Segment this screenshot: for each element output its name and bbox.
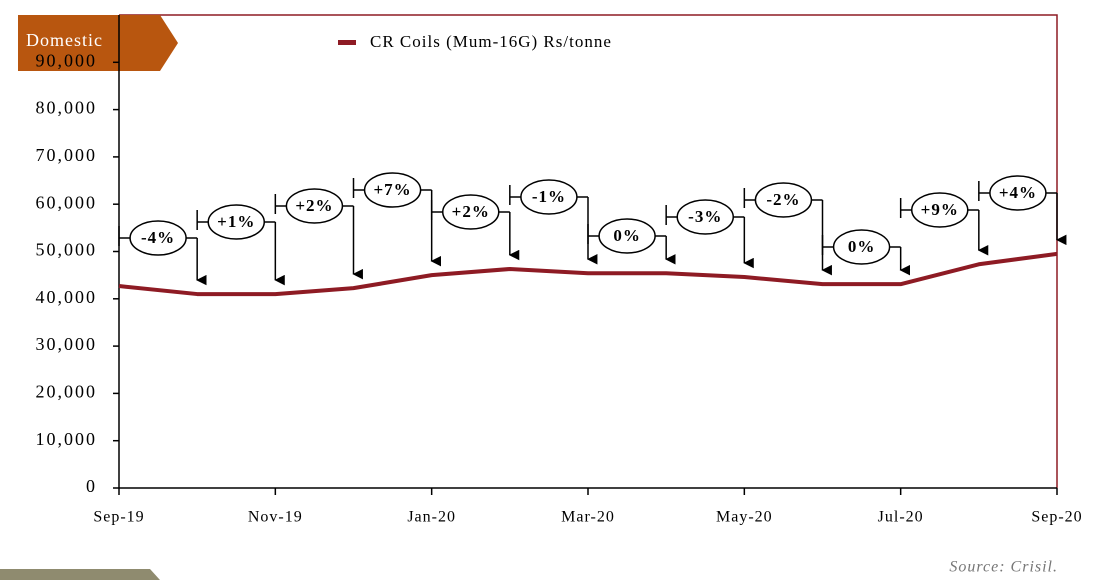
source: Source: Crisil. [949,559,1058,576]
y-tick-label: 80,000 [36,98,98,118]
annotation-bubble [363,172,422,208]
x-tick-label: Nov-19 [248,509,303,526]
y-tick-label: 40,000 [36,287,98,307]
x-tick-label: Jan-20 [407,509,456,526]
annotation: +1% [217,212,255,231]
annotation-bubble [676,199,734,235]
annotation-bubble [598,218,656,254]
plot-frame [119,14,1058,488]
annotation: +9% [921,200,959,219]
y-tick-label: 60,000 [36,192,98,212]
annotation-bubble [442,194,500,230]
tag-box [18,15,178,71]
y-tick-label: 70,000 [36,145,98,165]
y-tick-label: 50,000 [36,240,98,260]
annotation-bubble [989,175,1047,211]
x-tick-label: Mar-20 [561,509,615,526]
annotation-bubble [285,188,344,224]
x-tick-label: May-20 [716,509,773,526]
annotation: -3% [688,207,722,226]
annotation-bubble [911,192,969,228]
annotation-bubble [832,229,891,265]
bottom-tab [0,569,160,580]
legend-swatch [338,40,356,45]
y-tick-label: 10,000 [36,429,98,449]
annotation-bubble [754,182,813,218]
x-tick-label: Sep-19 [93,509,144,526]
annotation: +2% [295,196,333,215]
tag-label: Domestic [26,30,103,50]
annotation: 0% [848,237,876,256]
y-tick-label: 30,000 [36,334,98,354]
annotation-bubble [520,179,578,215]
x-tick-label: Sep-20 [1031,509,1082,526]
y-tick-label: 20,000 [36,382,98,402]
annotation: 0% [613,226,641,245]
annotation: +2% [452,202,490,221]
annotation-bubble [129,220,187,256]
annotation: -1% [532,187,566,206]
legend-label: CR Coils (Mum-16G) Rs/tonne [370,32,612,51]
annotation: -2% [766,190,800,209]
annotation-bubble [207,204,265,240]
annotation: +4% [999,183,1037,202]
series-line [118,251,1058,297]
x-tick-label: Jul-20 [878,509,924,526]
annotation: +7% [373,180,411,199]
annotation: -4% [141,228,175,247]
y-tick-label: 0 [86,476,97,496]
y-tick-label: 90,000 [36,50,98,70]
